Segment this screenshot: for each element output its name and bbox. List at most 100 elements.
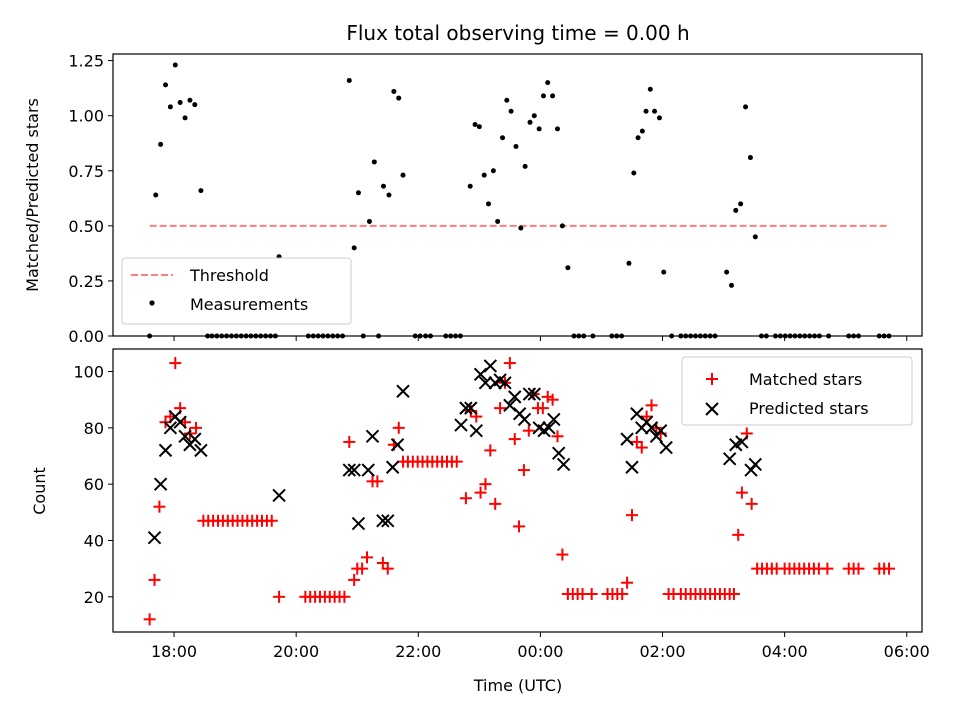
- measurement-point: [355, 190, 361, 196]
- measurement-point: [565, 265, 571, 271]
- y-tick-label-top: 0.25: [68, 272, 104, 291]
- matched-point: [489, 497, 502, 510]
- measurement-point: [167, 104, 173, 110]
- measurement-point: [513, 144, 519, 150]
- matched-point: [508, 433, 521, 446]
- measurement-point: [536, 126, 542, 132]
- measurement-point: [396, 95, 402, 101]
- measurement-point: [626, 260, 632, 266]
- matched-point: [536, 402, 549, 415]
- measurement-point: [540, 93, 546, 99]
- predicted-point: [508, 390, 522, 404]
- measurement-point: [527, 119, 533, 125]
- y-ticks-top: 0.00 0.25 0.50 0.75 1.00 1.25: [68, 52, 113, 346]
- predicted-point: [464, 401, 478, 415]
- measurement-point: [635, 135, 641, 141]
- predicted-point: [173, 415, 187, 429]
- measurement-point: [550, 93, 556, 99]
- y-tick-label-bottom: 100: [73, 363, 104, 382]
- measurement-point: [476, 124, 482, 130]
- matched-point: [745, 497, 758, 510]
- predicted-point: [361, 463, 375, 477]
- predicted-point: [552, 446, 566, 460]
- predicted-point: [272, 488, 286, 503]
- predicted-point: [469, 423, 483, 438]
- chart-title: Flux total observing time = 0.00 h: [346, 21, 689, 45]
- predicted-point: [483, 359, 498, 373]
- measurement-point: [733, 207, 739, 213]
- measurement-point: [738, 201, 744, 207]
- predicted-point: [163, 421, 178, 435]
- measurement-point: [351, 245, 357, 251]
- x-tick-label: 06:00: [884, 642, 930, 661]
- predicted-point: [351, 516, 366, 531]
- matched-points: [143, 357, 896, 626]
- matched-point: [479, 478, 492, 491]
- x-axis-label: Time (UTC): [473, 676, 562, 695]
- matched-point: [459, 492, 472, 505]
- measurement-point: [153, 192, 159, 198]
- measurement-point: [177, 99, 183, 105]
- predicted-point: [385, 460, 400, 474]
- matched-point: [635, 441, 648, 454]
- predicted-point: [347, 463, 361, 477]
- matched-point: [148, 573, 161, 586]
- measurement-point: [467, 183, 473, 189]
- x-ticks-top: [173, 336, 908, 341]
- y-tick-label-bottom: 60: [84, 475, 104, 494]
- predicted-point: [396, 384, 410, 398]
- y-axis-label-top: Matched/Predicted stars: [23, 98, 42, 292]
- predicted-point: [625, 460, 639, 474]
- matched-point: [556, 548, 569, 561]
- legend-matched-label: Matched stars: [749, 370, 862, 389]
- x-ticks-bottom: 18:00 20:00 22:00 00:00 02:00 04:00 06:00: [151, 632, 930, 661]
- matched-point: [338, 590, 351, 603]
- predicted-point: [748, 457, 763, 472]
- measurement-point: [172, 62, 178, 68]
- matched-point: [513, 520, 526, 533]
- matched-point: [371, 475, 384, 488]
- measurement-point: [752, 234, 758, 240]
- legend-matched-swatch: [706, 373, 718, 385]
- measurement-point: [724, 269, 730, 275]
- matched-point: [585, 587, 598, 600]
- matched-point: [484, 444, 497, 457]
- x-tick-label: 18:00: [151, 642, 197, 661]
- measurement-point: [380, 183, 386, 189]
- matched-point: [190, 421, 203, 434]
- matched-point: [621, 576, 634, 589]
- matched-point: [625, 509, 638, 522]
- y-tick-label-top: 0.00: [68, 327, 104, 346]
- measurement-point: [656, 115, 662, 121]
- measurement-point: [661, 269, 667, 275]
- predicted-point: [188, 432, 202, 446]
- predicted-point: [147, 530, 162, 545]
- measurement-point: [182, 115, 188, 121]
- matched-point: [343, 435, 356, 448]
- predicted-point: [178, 429, 192, 444]
- matched-point: [381, 562, 394, 575]
- predicted-point: [527, 387, 541, 401]
- y-tick-label-bottom: 20: [84, 588, 104, 607]
- matched-point: [517, 464, 530, 477]
- predicted-point: [158, 443, 173, 458]
- predicted-point: [381, 514, 395, 528]
- measurement-point: [639, 128, 645, 134]
- y-ticks-bottom: 20 40 60 80 100: [73, 363, 113, 607]
- measurement-point: [531, 113, 537, 119]
- measurement-point: [508, 108, 514, 114]
- axes-frame-top: [112, 53, 923, 337]
- measurement-point: [366, 218, 372, 224]
- matched-point: [360, 551, 373, 564]
- matched-point: [143, 613, 156, 626]
- measurement-point: [554, 126, 560, 132]
- matched-point: [735, 486, 748, 499]
- y-axis-label-bottom: Count: [30, 467, 49, 515]
- legend-predicted-swatch: [705, 402, 719, 416]
- predicted-point: [342, 463, 356, 477]
- matched-point: [645, 399, 658, 412]
- predicted-point: [653, 423, 668, 438]
- matched-point: [450, 455, 463, 468]
- legend-frame-top: [121, 257, 352, 325]
